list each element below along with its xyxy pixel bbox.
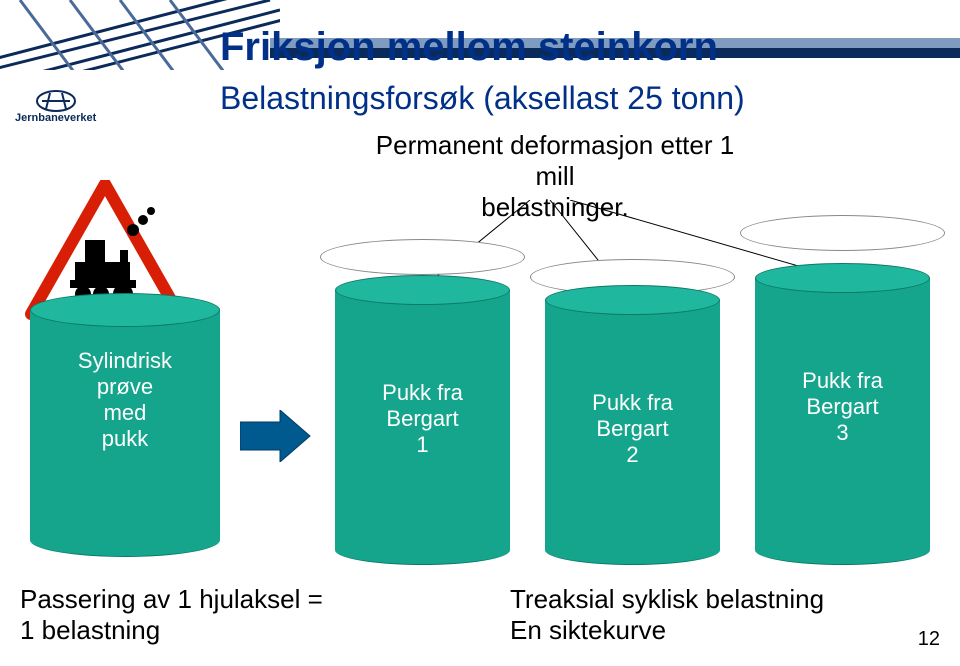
- deformation-text-line2: belastninger.: [481, 192, 628, 222]
- cylinder-label: Pukk fraBergart2: [545, 390, 720, 468]
- cylinder-label: Pukk fraBergart1: [335, 380, 510, 458]
- footer-left-line1: Passering av 1 hjulaksel =: [20, 584, 323, 614]
- page-subtitle: Belastningsforsøk (aksellast 25 tonn): [220, 80, 745, 117]
- cylinder-bottom: [545, 535, 720, 565]
- footer-right: Treaksial syklisk belastning En siktekur…: [510, 584, 824, 646]
- footer-right-line1: Treaksial syklisk belastning: [510, 584, 824, 614]
- cylinder-c3: Pukk fraBergart3: [755, 263, 930, 565]
- cylinder-top: [755, 263, 930, 293]
- brand-logo-text: Jernbaneverket: [15, 112, 96, 124]
- cylinder-c2: Pukk fraBergart2: [545, 285, 720, 565]
- deformation-text-line1: Permanent deformasjon etter 1 mill: [376, 130, 734, 191]
- cylinder-c1: Pukk fraBergart1: [335, 275, 510, 565]
- footer-left: Passering av 1 hjulaksel = 1 belastning: [20, 584, 323, 646]
- cylinder-bottom: [335, 535, 510, 565]
- arrow-icon: [240, 410, 312, 467]
- footer-right-line2: En siktekurve: [510, 615, 666, 645]
- cylinder-lid: [740, 215, 945, 251]
- cylinder-lid: [320, 239, 525, 275]
- cylinder-top: [545, 285, 720, 315]
- footer-left-line2: 1 belastning: [20, 615, 160, 645]
- page-number: 12: [918, 628, 940, 651]
- brand-logo-icon: [36, 90, 76, 112]
- cylinder-label: Sylindriskprøvemedpukk: [30, 348, 220, 452]
- deformation-text: Permanent deformasjon etter 1 mill belas…: [355, 130, 755, 223]
- page-title: Friksjon mellom steinkorn: [220, 25, 718, 70]
- cylinder-label: Pukk fraBergart3: [755, 368, 930, 446]
- cylinder-top: [335, 275, 510, 305]
- cylinder-bottom: [755, 535, 930, 565]
- cylinder-main: Sylindriskprøvemedpukk: [30, 293, 220, 557]
- cylinder-top: [30, 293, 220, 327]
- brand-logo: Jernbaneverket: [15, 90, 96, 124]
- cylinder-bottom: [30, 523, 220, 557]
